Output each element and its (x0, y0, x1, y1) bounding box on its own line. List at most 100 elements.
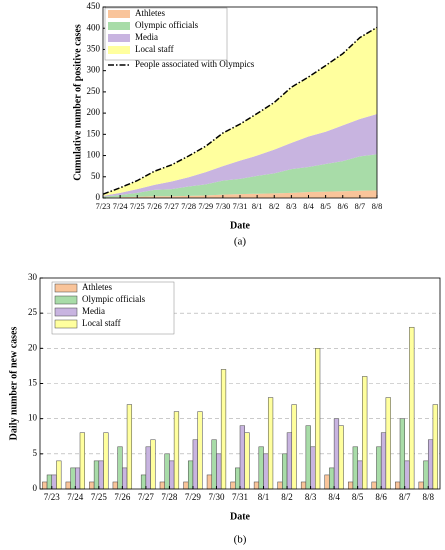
x-axis-label: Date (230, 220, 251, 231)
legend-swatch (54, 319, 78, 329)
legend-label: Media (82, 306, 105, 316)
bar (117, 446, 123, 490)
x-tick-label: 7/30 (208, 492, 225, 502)
bar (263, 453, 269, 490)
y-tick-label: 20 (28, 342, 38, 352)
bar (399, 418, 405, 490)
x-tick-label: 8/1 (252, 202, 263, 211)
bar (432, 404, 438, 490)
bar (423, 460, 429, 490)
legend-swatch (54, 295, 78, 305)
bar (357, 460, 363, 490)
bar (42, 481, 48, 490)
bar (216, 453, 222, 490)
y-tick-label: 0 (96, 192, 101, 202)
bar (310, 446, 316, 490)
x-tick-label: 8/4 (303, 202, 314, 211)
bar (183, 481, 189, 490)
y-tick-label: 350 (87, 44, 101, 54)
x-tick-label: 8/4 (328, 492, 340, 502)
bar (362, 376, 368, 490)
legend-label: Local staff (135, 44, 174, 54)
x-tick-label: 7/28 (161, 492, 178, 502)
y-tick-label: 25 (28, 307, 38, 317)
x-tick-label: 7/26 (114, 492, 131, 502)
bar (230, 481, 236, 490)
bar (89, 481, 95, 490)
bar (277, 481, 283, 490)
area (103, 154, 377, 198)
x-tick-label: 7/31 (232, 492, 248, 502)
x-tick-label: 7/24 (67, 492, 84, 502)
legend-swatch (108, 10, 130, 18)
legend-label: Athletes (135, 8, 165, 18)
bar (211, 439, 217, 490)
bar (206, 474, 213, 490)
bar (329, 467, 335, 490)
x-tick-label: 7/23 (44, 492, 61, 502)
bar (267, 397, 274, 490)
legend-label: Local staff (82, 318, 121, 328)
bar (315, 348, 321, 490)
x-tick-label: 8/5 (352, 492, 364, 502)
total-line (102, 26, 378, 195)
bar (51, 474, 57, 490)
bar (75, 467, 81, 490)
area (103, 27, 377, 196)
x-tick-label: 7/24 (113, 202, 129, 211)
area (103, 113, 377, 197)
bar (305, 425, 311, 490)
bar (56, 460, 62, 490)
x-tick-label: 8/5 (320, 202, 331, 211)
bar (197, 411, 203, 490)
x-tick-label: 8/8 (372, 202, 383, 211)
y-tick-label: 400 (87, 22, 101, 32)
legend-swatch (108, 22, 130, 30)
x-tick-label: 7/27 (164, 202, 179, 211)
bar (376, 446, 382, 490)
x-tick-label: 8/3 (286, 202, 297, 211)
bar (258, 446, 264, 490)
bar (395, 481, 401, 490)
bar (103, 432, 109, 490)
bar (338, 425, 344, 490)
bar (239, 425, 245, 490)
legend-swatch (54, 307, 78, 317)
y-tick-label: 50 (91, 171, 101, 181)
bar (324, 474, 330, 490)
x-tick-label: 7/26 (147, 202, 162, 211)
bar (93, 460, 100, 490)
x-tick-label: 7/29 (198, 202, 213, 211)
x-tick-label: 8/7 (355, 202, 366, 211)
x-axis-label: Date (230, 511, 251, 522)
x-tick-label: 7/28 (181, 202, 196, 211)
bar (159, 481, 165, 490)
x-tick-label: 8/1 (258, 492, 270, 502)
bar (164, 453, 170, 490)
y-tick-label: 0 (33, 483, 38, 493)
x-tick-label: 7/25 (91, 492, 108, 502)
bar (300, 481, 307, 490)
x-tick-label: 7/25 (130, 202, 145, 211)
bar (371, 481, 377, 490)
y-tick-label: 200 (87, 107, 101, 117)
bar (427, 439, 434, 490)
bar (192, 439, 198, 490)
bar (112, 481, 118, 490)
bar (140, 474, 147, 490)
y-tick-label: 100 (87, 150, 101, 160)
bar (220, 369, 227, 490)
x-tick-label: 8/2 (269, 202, 280, 211)
x-tick-label: 7/31 (233, 202, 248, 211)
bar (282, 453, 288, 490)
y-tick-label: 300 (87, 65, 101, 75)
bar (46, 474, 53, 490)
bar (291, 404, 297, 490)
bar (187, 460, 194, 490)
y-axis-label: Cumulative number of positive cases (72, 24, 83, 181)
legend-swatch (54, 283, 78, 293)
y-tick-label: 450 (87, 1, 101, 11)
caption: (b) (234, 534, 247, 546)
bar (79, 432, 85, 490)
bar (385, 397, 391, 490)
